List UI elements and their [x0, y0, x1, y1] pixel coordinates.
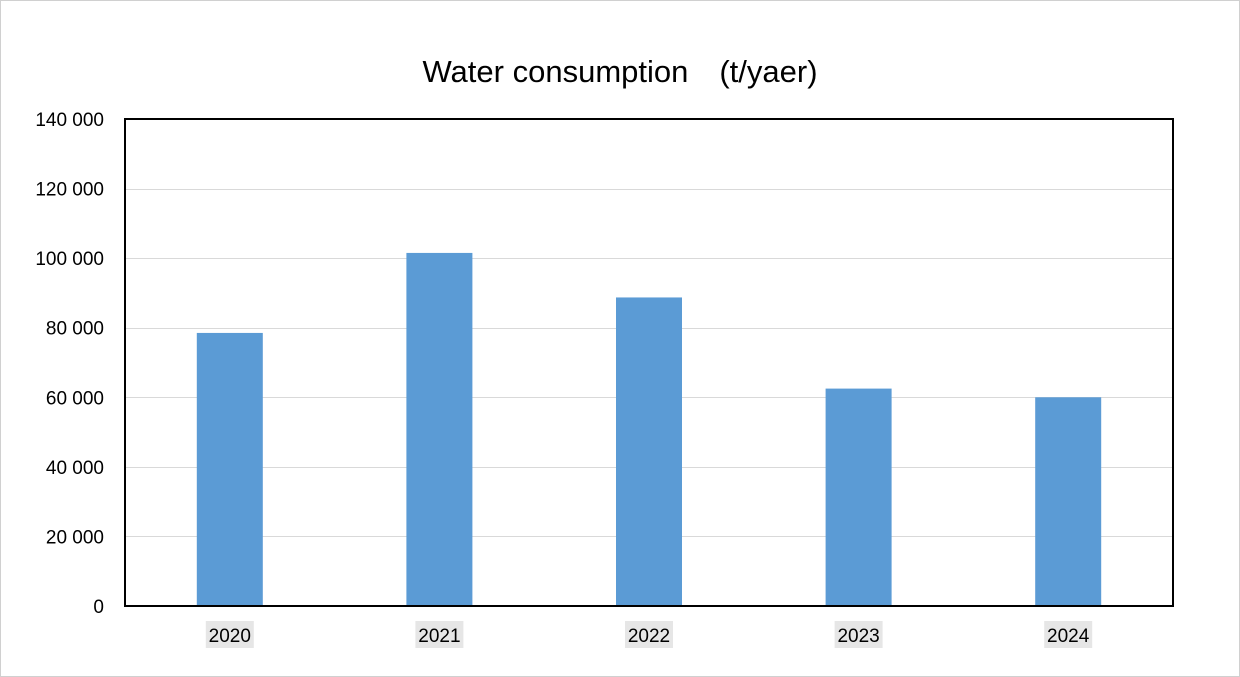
bars — [196, 252, 1102, 607]
x-axis-tick-labels: 2020 2021 2022 2023 2024 — [205, 621, 1093, 648]
x-tick-label-highlight — [1044, 621, 1093, 648]
y-tick-label: 80 000 — [46, 319, 104, 340]
y-tick-label: 20 000 — [46, 527, 104, 548]
x-tick-label-highlight — [415, 621, 464, 648]
y-tick-label: 120 000 — [35, 180, 104, 201]
x-tick-label: 2020 — [209, 626, 251, 647]
x-tick-label-highlight — [834, 621, 883, 648]
x-tick-label: 2022 — [628, 626, 670, 647]
bar-2024 — [1035, 397, 1102, 606]
y-tick-label: 0 — [93, 597, 104, 618]
y-tick-label: 40 000 — [46, 458, 104, 479]
y-tick-label: 60 000 — [46, 388, 104, 409]
plot-area-border — [124, 118, 1174, 607]
bar-2021 — [406, 252, 473, 607]
bar-2020 — [196, 332, 263, 606]
x-tick-label: 2023 — [837, 626, 879, 647]
x-tick-label: 2021 — [418, 626, 460, 647]
bar-2022 — [616, 297, 682, 606]
x-tick-label: 2024 — [1047, 626, 1090, 647]
chart-title: Water consumption (t/yaer) — [422, 54, 818, 89]
y-tick-label: 100 000 — [35, 249, 104, 270]
x-tick-label-highlight — [205, 621, 254, 648]
plot-border — [124, 118, 1174, 607]
bar-2023 — [825, 388, 892, 606]
y-axis-tick-labels: 0 20 000 40 000 60 000 80 000 100 000 120 000 1… — [35, 110, 104, 618]
x-tick-label-highlight — [625, 621, 673, 648]
y-tick-label: 140 000 — [35, 110, 104, 131]
